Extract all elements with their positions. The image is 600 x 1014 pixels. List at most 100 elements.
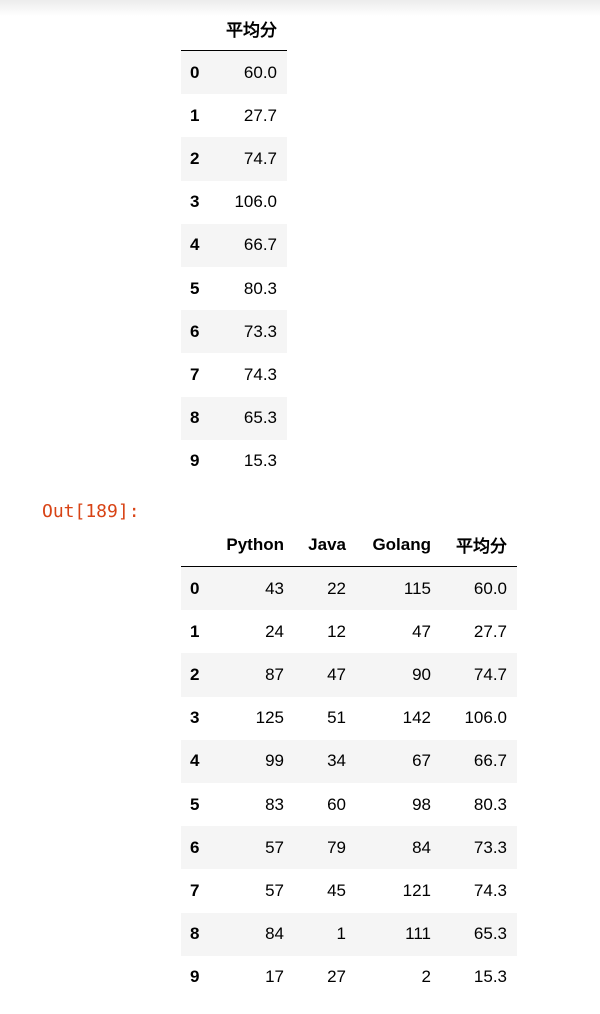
row-index: 0 xyxy=(190,578,200,598)
table-cell: 27.7 xyxy=(473,621,507,641)
row-index: 5 xyxy=(190,794,200,814)
row-index: 3 xyxy=(190,192,200,212)
table-cell: 111 xyxy=(405,924,431,944)
row-index: 1 xyxy=(190,105,200,125)
index-header xyxy=(181,523,211,567)
table-row: 0 60.0 xyxy=(181,50,287,95)
table-cell: 87 xyxy=(265,664,284,684)
table-row: 8 65.3 xyxy=(181,396,287,440)
column-header: 平均分 xyxy=(219,7,287,51)
header-row: 平均分 xyxy=(181,7,287,51)
table-row: 0 43 22 115 60.0 xyxy=(181,566,517,611)
table-cell: 66.7 xyxy=(243,235,277,255)
table-row: 8 84 1 111 65.3 xyxy=(181,912,517,956)
table-cell: 34 xyxy=(327,751,346,771)
table-cell: 66.7 xyxy=(473,751,507,771)
header-row: Python Java Golang 平均分 xyxy=(181,523,517,567)
row-index: 3 xyxy=(190,708,200,728)
column-header: Golang xyxy=(356,523,441,567)
table-cell: 47 xyxy=(327,664,346,684)
table-cell: 65.3 xyxy=(473,924,507,944)
table-cell: 115 xyxy=(403,578,431,598)
table-cell: 74.3 xyxy=(473,880,507,900)
table-row: 7 74.3 xyxy=(181,353,287,396)
table-cell: 84 xyxy=(412,837,431,857)
table-row: 3 106.0 xyxy=(181,181,287,224)
row-index: 0 xyxy=(190,62,200,82)
column-header: 平均分 xyxy=(441,523,517,567)
table-cell: 15.3 xyxy=(473,967,507,987)
table-cell: 2 xyxy=(421,967,431,987)
table-cell: 60.0 xyxy=(473,578,507,598)
table-cell: 60 xyxy=(327,794,346,814)
row-index: 4 xyxy=(190,235,200,255)
table-cell: 106.0 xyxy=(234,192,277,212)
output-prompt: Out[189]: xyxy=(42,501,140,522)
table-cell: 15.3 xyxy=(243,451,277,471)
table-cell: 60.0 xyxy=(243,62,277,82)
row-index: 7 xyxy=(190,880,200,900)
table-row: 5 83 60 98 80.3 xyxy=(181,783,517,826)
table-row: 3 125 51 142 106.0 xyxy=(181,697,517,740)
table-cell: 79 xyxy=(327,837,346,857)
table-row: 9 17 27 2 15.3 xyxy=(181,956,517,999)
table-cell: 90 xyxy=(412,664,431,684)
table-cell: 27 xyxy=(327,967,346,987)
table-cell: 24 xyxy=(265,621,284,641)
table-cell: 51 xyxy=(327,708,346,728)
row-index: 5 xyxy=(190,278,200,298)
table-row: 1 27.7 xyxy=(181,94,287,137)
row-index: 1 xyxy=(190,621,200,641)
table-cell: 43 xyxy=(265,578,284,598)
table-cell: 80.3 xyxy=(243,278,277,298)
table-cell: 47 xyxy=(412,621,431,641)
table-cell: 22 xyxy=(327,578,346,598)
table-row: 4 99 34 67 66.7 xyxy=(181,739,517,783)
row-index: 9 xyxy=(190,451,200,471)
table-cell: 80.3 xyxy=(473,794,507,814)
table-row: 4 66.7 xyxy=(181,223,287,267)
row-index: 8 xyxy=(190,408,200,428)
column-header: Java xyxy=(294,523,356,567)
table-cell: 99 xyxy=(265,751,284,771)
row-index: 4 xyxy=(190,751,200,771)
table-row: 6 57 79 84 73.3 xyxy=(181,826,517,870)
table-row: 2 74.7 xyxy=(181,137,287,181)
table-cell: 67 xyxy=(412,751,431,771)
table-row: 5 80.3 xyxy=(181,267,287,310)
index-header xyxy=(181,7,219,51)
table-cell: 83 xyxy=(265,794,284,814)
table-row: 1 24 12 47 27.7 xyxy=(181,610,517,653)
table-cell: 142 xyxy=(402,708,431,728)
row-index: 2 xyxy=(190,148,200,168)
table-cell: 17 xyxy=(265,967,284,987)
row-index: 8 xyxy=(190,924,200,944)
column-header: Python xyxy=(211,523,294,567)
table-cell: 73.3 xyxy=(243,321,277,341)
dataframe-average: 平均分 0 60.0 1 27.7 2 74.7 3 106.0 4 66.7 5 80.3 6 73.3… xyxy=(181,7,287,483)
table-cell: 12 xyxy=(327,621,346,641)
dataframe-scores: Python Java Golang 平均分 0 43 22 115 60.0 1 24 12… xyxy=(181,523,517,999)
row-index: 2 xyxy=(190,664,200,684)
table-cell: 125 xyxy=(255,708,284,728)
row-index: 6 xyxy=(190,321,200,341)
row-index: 6 xyxy=(190,837,200,857)
table-cell: 65.3 xyxy=(243,408,277,428)
table-cell: 74.3 xyxy=(243,364,277,384)
table-cell: 57 xyxy=(265,837,284,857)
toolbar-shadow xyxy=(0,0,600,16)
table-cell: 74.7 xyxy=(243,148,277,168)
row-index: 7 xyxy=(190,364,200,384)
table-row: 2 87 47 90 74.7 xyxy=(181,653,517,697)
table-row: 9 15.3 xyxy=(181,440,287,483)
table-cell: 121 xyxy=(402,880,431,900)
table-row: 6 73.3 xyxy=(181,310,287,354)
table-cell: 27.7 xyxy=(243,105,277,125)
table-cell: 73.3 xyxy=(473,837,507,857)
row-index: 9 xyxy=(190,967,200,987)
table-cell: 84 xyxy=(265,924,284,944)
table-cell: 45 xyxy=(327,880,346,900)
table-cell: 98 xyxy=(412,794,431,814)
table-row: 7 57 45 121 74.3 xyxy=(181,869,517,912)
table-cell: 57 xyxy=(265,880,284,900)
